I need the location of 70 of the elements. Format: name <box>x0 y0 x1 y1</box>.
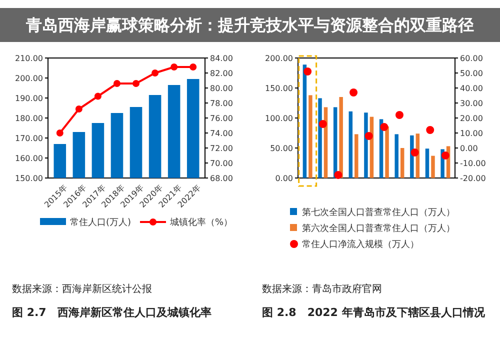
y-tick-label: 0.00 <box>275 174 293 183</box>
y2-tick-label: 74.00 <box>210 128 233 138</box>
y2-tick-label: 50.00 <box>460 68 483 78</box>
y-tick-label: 190.00 <box>15 94 43 103</box>
bar <box>431 156 435 178</box>
y2-tick-label: 70.00 <box>210 158 233 168</box>
bar <box>385 126 389 178</box>
point <box>334 171 342 179</box>
y-tick-label: 50.00 <box>270 144 293 153</box>
y2-tick-label: 30.00 <box>460 98 483 108</box>
y-tick-label: 200.00 <box>265 54 293 63</box>
y2-tick-label: 40.00 <box>460 84 483 93</box>
legend-label: 第六次全国人口普查常住人口（万人） <box>302 223 455 234</box>
legend-label: 常住人口(万人) <box>70 217 132 228</box>
point <box>304 68 312 76</box>
y2-tick-label: 76.00 <box>210 114 233 123</box>
y-tick-label: 170.00 <box>15 134 43 143</box>
caption: 图 2.8 2022 年青岛市及下辖区县人口情况 <box>262 306 486 319</box>
bar <box>348 111 353 178</box>
legend-label: 常住人口净流入规模（万人） <box>302 239 419 250</box>
y-tick-label: 150.00 <box>265 84 293 93</box>
point <box>318 120 327 128</box>
y2-tick-label: -20.00 <box>460 174 486 183</box>
y2-tick-label: 10.00 <box>460 128 483 138</box>
point <box>75 106 82 112</box>
legend-label: 城镇化率（%） <box>169 217 233 228</box>
point <box>132 80 140 87</box>
bar <box>394 134 398 178</box>
bar <box>302 64 307 178</box>
legend-label: 第七次全国人口普查常住人口（万人） <box>302 207 455 218</box>
point <box>152 70 159 76</box>
y2-tick-label: 0.00 <box>460 144 478 153</box>
point <box>350 88 358 96</box>
point <box>94 92 102 100</box>
point <box>380 123 388 131</box>
y2-tick-label: 80.00 <box>210 84 233 93</box>
bar <box>400 148 404 178</box>
y2-tick-label: 84.00 <box>210 54 233 63</box>
source-note: 数据来源：西海岸新区统计公报 <box>12 283 152 295</box>
source-note: 数据来源：青岛市政府官网 <box>262 283 382 295</box>
bar <box>339 97 343 178</box>
point <box>364 132 373 140</box>
y2-tick-label: 60.00 <box>460 54 483 63</box>
bar <box>364 112 368 178</box>
point <box>395 111 404 119</box>
y2-tick-label: 68.00 <box>210 174 233 183</box>
y-tick-label: 180.00 <box>15 114 43 123</box>
point <box>113 80 120 87</box>
point <box>56 130 64 136</box>
y2-tick-label: -10.00 <box>460 158 486 168</box>
caption: 图 2.7 西海岸新区常住人口及城镇化率 <box>12 306 212 319</box>
point <box>170 64 178 70</box>
y2-tick-label: 82.00 <box>210 68 233 78</box>
y2-tick-label: 72.00 <box>210 144 233 153</box>
y-tick-label: 100.00 <box>265 114 293 123</box>
bar <box>425 148 430 178</box>
y-tick-label: 210.00 <box>15 54 43 63</box>
bar <box>308 95 312 178</box>
point <box>190 64 197 70</box>
text: 青岛西海岸赢球策略分析：提升竞技水平与资源整合的双重路径 <box>25 16 474 35</box>
y2-tick-label: 78.00 <box>210 98 233 108</box>
y-tick-label: 150.00 <box>15 174 43 183</box>
y2-tick-label: 20.00 <box>460 114 483 123</box>
bar <box>354 134 358 178</box>
point <box>441 152 450 160</box>
bar <box>318 98 322 178</box>
point <box>410 148 419 156</box>
y-tick-label: 160.00 <box>15 154 43 163</box>
y-tick-label: 200.00 <box>15 74 43 83</box>
point <box>426 126 434 134</box>
